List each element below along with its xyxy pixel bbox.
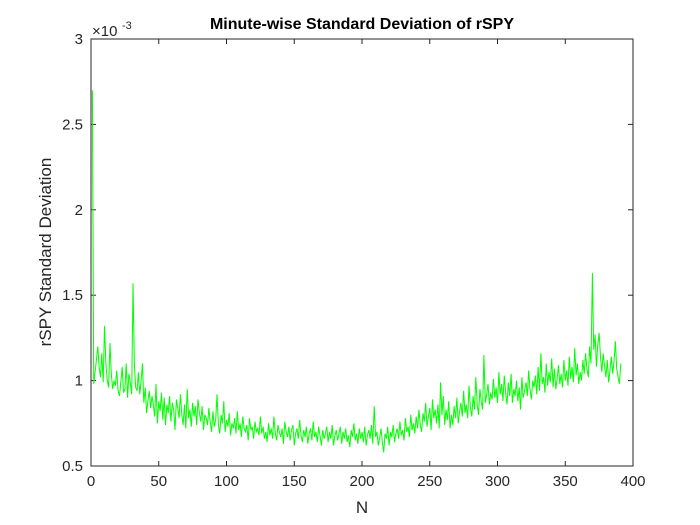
y-tick-label: 1.5 bbox=[62, 287, 83, 304]
y-tick-label: 3 bbox=[75, 31, 83, 48]
x-tick-label: 50 bbox=[150, 473, 167, 490]
x-tick-label: 150 bbox=[282, 473, 307, 490]
x-tick-label: 0 bbox=[87, 473, 95, 490]
y-axis-label: rSPY Standard Deviation bbox=[36, 158, 55, 347]
x-tick-label: 200 bbox=[349, 473, 374, 490]
y-tick-label: 0.5 bbox=[62, 458, 83, 475]
y-exponent-power: -3 bbox=[122, 20, 132, 32]
series-line-rspy-std bbox=[91, 90, 622, 453]
x-tick-label: 400 bbox=[620, 473, 645, 490]
x-tick-label: 350 bbox=[553, 473, 578, 490]
x-axis-label: N bbox=[356, 498, 368, 517]
plot-area bbox=[90, 38, 634, 467]
y-tick-label: 2.5 bbox=[62, 116, 83, 133]
y-axis: 0.5 1 1.5 2 2.5 3 bbox=[62, 31, 633, 475]
x-tick-label: 250 bbox=[417, 473, 442, 490]
x-tick-label: 100 bbox=[214, 473, 239, 490]
y-tick-label: 1 bbox=[75, 373, 83, 390]
x-axis: 0 50 100 150 200 250 300 350 400 bbox=[87, 39, 646, 490]
chart-title: Minute-wise Standard Deviation of rSPY bbox=[210, 16, 514, 33]
y-exponent-base: ×10 bbox=[92, 23, 117, 40]
y-tick-label: 2 bbox=[75, 202, 83, 219]
x-tick-label: 300 bbox=[485, 473, 510, 490]
